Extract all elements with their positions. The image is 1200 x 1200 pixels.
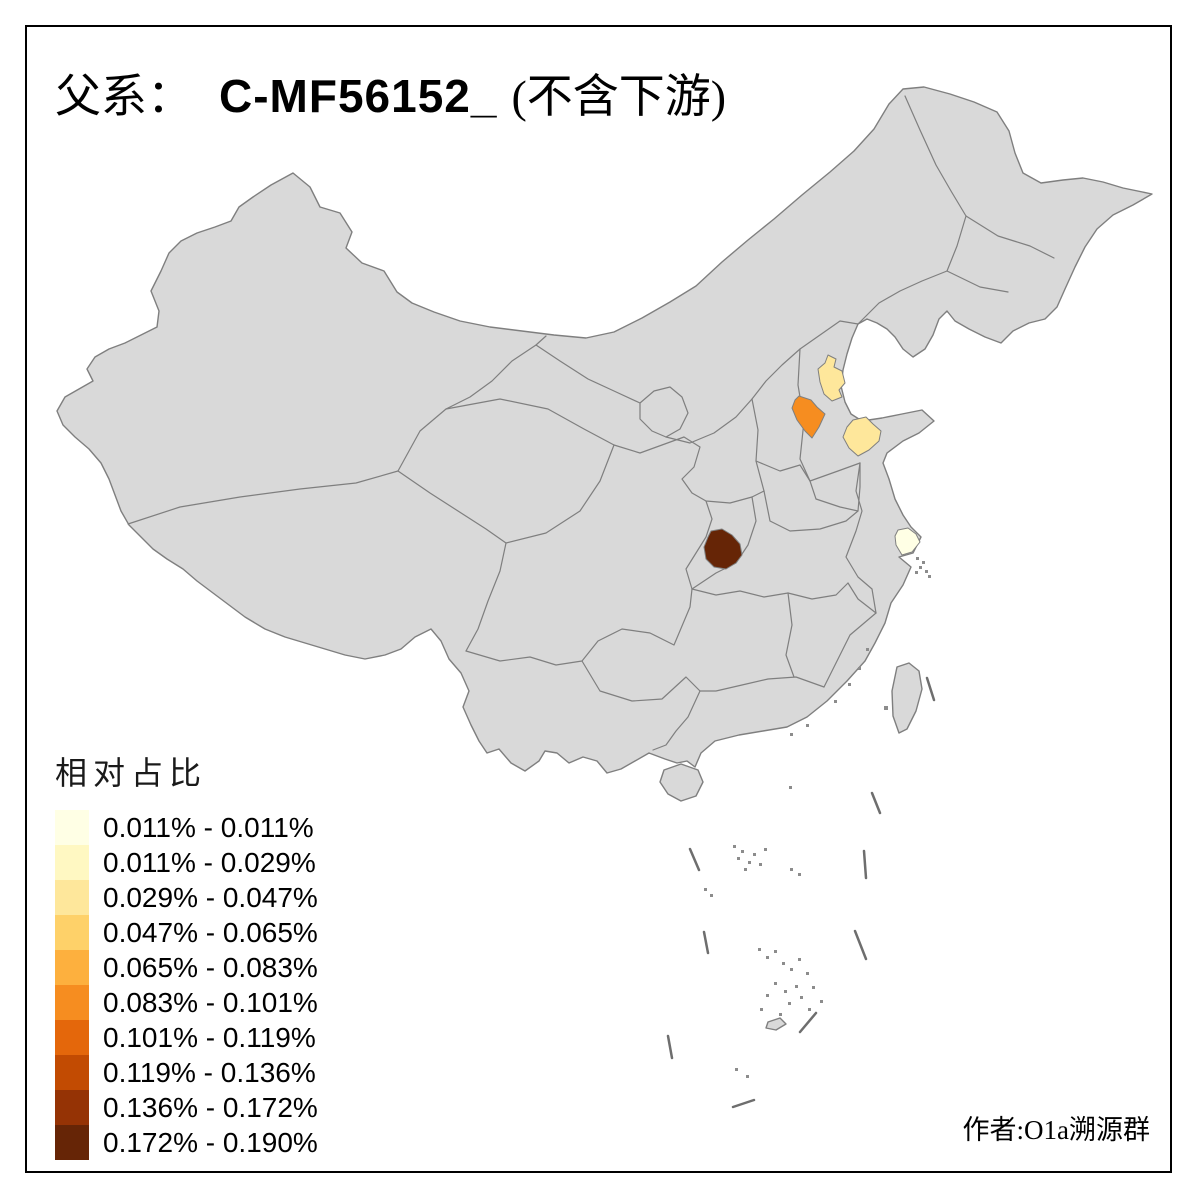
legend-swatch [55,1055,89,1090]
region-north-a [817,354,846,402]
legend-label: 0.011% - 0.011% [103,811,314,843]
title-haplogroup: C-MF56152_ [219,70,498,122]
legend-swatch [55,810,89,845]
legend-row: 0.119% - 0.136% [55,1055,318,1090]
mainland [56,86,1153,1031]
sea-boundary-dashes [666,676,936,1109]
legend-swatch [55,915,89,950]
legend-label: 0.047% - 0.065% [103,916,318,948]
title-suffix: (不含下游) [511,71,727,122]
legend-label: 0.119% - 0.136% [103,1056,316,1088]
region-east [842,416,882,457]
region-north-b [791,395,826,439]
legend-swatch [55,880,89,915]
legend-rows: 0.011% - 0.011% 0.011% - 0.029% 0.029% -… [55,810,318,1160]
legend-label: 0.101% - 0.119% [103,1021,316,1053]
legend-label: 0.065% - 0.083% [103,951,318,983]
legend-row: 0.083% - 0.101% [55,985,318,1020]
legend-row: 0.172% - 0.190% [55,1125,318,1160]
legend-row: 0.029% - 0.047% [55,880,318,915]
legend-label: 0.011% - 0.029% [103,846,316,878]
legend-label: 0.172% - 0.190% [103,1126,318,1158]
island-dots [704,557,931,1078]
legend-row: 0.047% - 0.065% [55,915,318,950]
legend-row: 0.136% - 0.172% [55,1090,318,1125]
legend-swatch [55,845,89,880]
legend-swatch [55,1125,89,1160]
taiwan-island [891,662,923,734]
legend-row: 0.101% - 0.119% [55,1020,318,1055]
author-credit: 作者:O1a溯源群 [962,1115,1150,1145]
legend-label: 0.083% - 0.101% [103,986,318,1018]
small-islet [765,1017,787,1031]
legend-row: 0.065% - 0.083% [55,950,318,985]
legend-swatch [55,985,89,1020]
province-borders [127,95,1055,751]
legend-swatch [55,1020,89,1055]
legend-label: 0.136% - 0.172% [103,1091,318,1123]
legend-swatch [55,1090,89,1125]
map-title: 父系： C-MF56152_ (不含下游) [55,60,726,126]
highlighted-regions [703,354,921,570]
legend-row: 0.011% - 0.011% [55,810,318,845]
region-coast [894,527,921,556]
legend-label: 0.029% - 0.047% [103,881,318,913]
mainland-outline [56,86,1153,774]
legend-row: 0.011% - 0.029% [55,845,318,880]
title-prefix: 父系： [55,71,193,122]
hainan-island [659,763,704,802]
legend-swatch [55,950,89,985]
legend: 相对占比 0.011% - 0.011% 0.011% - 0.029% 0.0… [55,748,318,1160]
legend-title: 相对占比 [55,755,208,791]
region-central [703,528,743,570]
